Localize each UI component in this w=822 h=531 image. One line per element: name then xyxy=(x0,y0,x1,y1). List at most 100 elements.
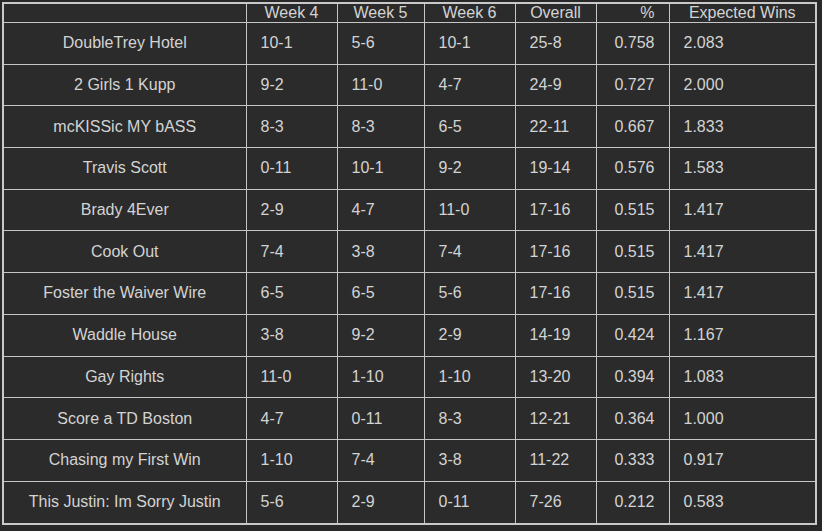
stat-cell-overall: 19-14 xyxy=(515,148,596,190)
stat-cell-overall: 17-16 xyxy=(515,189,596,231)
stat-cell-: 0.758 xyxy=(596,23,669,65)
table-row: DoubleTrey Hotel10-15-610-125-80.7582.08… xyxy=(3,23,816,65)
team-name-cell: Foster the Waiver Wire xyxy=(3,273,246,315)
stat-cell-expected-wins: 1.083 xyxy=(669,356,816,398)
stat-cell-week-5: 10-1 xyxy=(337,148,424,190)
stat-cell-week-4: 3-8 xyxy=(246,314,337,356)
stat-cell-week-4: 9-2 xyxy=(246,64,337,106)
stat-cell-expected-wins: 1.833 xyxy=(669,106,816,148)
table-row: Gay Rights11-01-101-1013-200.3941.083 xyxy=(3,356,816,398)
table-body: DoubleTrey Hotel10-15-610-125-80.7582.08… xyxy=(3,23,816,525)
team-name-cell: Brady 4Ever xyxy=(3,189,246,231)
table-row: Waddle House3-89-22-914-190.4241.167 xyxy=(3,314,816,356)
stat-cell-week-5: 11-0 xyxy=(337,64,424,106)
table-header: Week 4Week 5Week 6Overall%Expected Wins xyxy=(3,3,816,23)
stat-cell-week-5: 3-8 xyxy=(337,231,424,273)
stat-cell-week-6: 6-5 xyxy=(424,106,515,148)
stat-cell-week-5: 0-11 xyxy=(337,398,424,440)
stat-cell-: 0.212 xyxy=(596,481,669,524)
stat-cell-overall: 17-16 xyxy=(515,273,596,315)
stat-cell-week-5: 1-10 xyxy=(337,356,424,398)
table-row: This Justin: Im Sorry Justin5-62-90-117-… xyxy=(3,481,816,524)
stat-cell-week-5: 4-7 xyxy=(337,189,424,231)
stat-cell-week-5: 7-4 xyxy=(337,439,424,481)
stat-cell-: 0.515 xyxy=(596,273,669,315)
team-name-cell: 2 Girls 1 Kupp xyxy=(3,64,246,106)
stat-cell-: 0.333 xyxy=(596,439,669,481)
stat-cell-week-6: 8-3 xyxy=(424,398,515,440)
stat-cell-overall: 11-22 xyxy=(515,439,596,481)
stat-cell-: 0.515 xyxy=(596,231,669,273)
header-row: Week 4Week 5Week 6Overall%Expected Wins xyxy=(3,3,816,23)
stat-cell-overall: 24-9 xyxy=(515,64,596,106)
stat-cell-week-6: 9-2 xyxy=(424,148,515,190)
team-name-cell: This Justin: Im Sorry Justin xyxy=(3,481,246,524)
stat-cell-week-4: 8-3 xyxy=(246,106,337,148)
stat-cell-expected-wins: 1.000 xyxy=(669,398,816,440)
stat-cell-week-6: 1-10 xyxy=(424,356,515,398)
stat-cell-week-4: 5-6 xyxy=(246,481,337,524)
stat-cell-week-5: 9-2 xyxy=(337,314,424,356)
team-name-cell: Cook Out xyxy=(3,231,246,273)
stat-cell-overall: 13-20 xyxy=(515,356,596,398)
team-name-cell: Chasing my First Win xyxy=(3,439,246,481)
stat-cell-: 0.424 xyxy=(596,314,669,356)
team-name-cell: Waddle House xyxy=(3,314,246,356)
stat-cell-week-4: 11-0 xyxy=(246,356,337,398)
stat-cell-week-6: 0-11 xyxy=(424,481,515,524)
header-cell-week-5: Week 5 xyxy=(337,3,424,23)
header-cell-week-4: Week 4 xyxy=(246,3,337,23)
header-cell-expected-wins: Expected Wins xyxy=(669,3,816,23)
stat-cell-expected-wins: 2.083 xyxy=(669,23,816,65)
table-row: 2 Girls 1 Kupp9-211-04-724-90.7272.000 xyxy=(3,64,816,106)
stat-cell-expected-wins: 1.417 xyxy=(669,273,816,315)
stat-cell-overall: 25-8 xyxy=(515,23,596,65)
stat-cell-: 0.727 xyxy=(596,64,669,106)
stat-cell-: 0.576 xyxy=(596,148,669,190)
stat-cell-expected-wins: 0.917 xyxy=(669,439,816,481)
team-name-cell: Gay Rights xyxy=(3,356,246,398)
stat-cell-week-4: 10-1 xyxy=(246,23,337,65)
stat-cell-week-4: 0-11 xyxy=(246,148,337,190)
stat-cell-overall: 17-16 xyxy=(515,231,596,273)
team-name-cell: DoubleTrey Hotel xyxy=(3,23,246,65)
stat-cell-week-5: 8-3 xyxy=(337,106,424,148)
table-row: Chasing my First Win1-107-43-811-220.333… xyxy=(3,439,816,481)
stat-cell-expected-wins: 1.417 xyxy=(669,231,816,273)
stat-cell-expected-wins: 1.167 xyxy=(669,314,816,356)
header-cell-overall: Overall xyxy=(515,3,596,23)
stat-cell-week-6: 11-0 xyxy=(424,189,515,231)
stat-cell-week-5: 2-9 xyxy=(337,481,424,524)
table-row: Cook Out7-43-87-417-160.5151.417 xyxy=(3,231,816,273)
stat-cell-week-5: 5-6 xyxy=(337,23,424,65)
stat-cell-week-6: 10-1 xyxy=(424,23,515,65)
stat-cell-week-6: 7-4 xyxy=(424,231,515,273)
stat-cell-: 0.364 xyxy=(596,398,669,440)
team-name-cell: Travis Scott xyxy=(3,148,246,190)
stat-cell-week-6: 4-7 xyxy=(424,64,515,106)
table-row: Travis Scott0-1110-19-219-140.5761.583 xyxy=(3,148,816,190)
stat-cell-week-6: 2-9 xyxy=(424,314,515,356)
stat-cell-overall: 12-21 xyxy=(515,398,596,440)
stat-cell-overall: 14-19 xyxy=(515,314,596,356)
team-name-cell: mcKISSic MY bASS xyxy=(3,106,246,148)
stat-cell-week-4: 1-10 xyxy=(246,439,337,481)
stat-cell-week-4: 2-9 xyxy=(246,189,337,231)
stat-cell-: 0.515 xyxy=(596,189,669,231)
table-row: Brady 4Ever2-94-711-017-160.5151.417 xyxy=(3,189,816,231)
stat-cell-overall: 22-11 xyxy=(515,106,596,148)
header-cell-team xyxy=(3,3,246,23)
stat-cell-week-5: 6-5 xyxy=(337,273,424,315)
team-name-cell: Score a TD Boston xyxy=(3,398,246,440)
stat-cell-week-6: 5-6 xyxy=(424,273,515,315)
header-cell-week-6: Week 6 xyxy=(424,3,515,23)
stat-cell-week-6: 3-8 xyxy=(424,439,515,481)
stat-cell-: 0.394 xyxy=(596,356,669,398)
stat-cell-expected-wins: 1.583 xyxy=(669,148,816,190)
stat-cell-expected-wins: 1.417 xyxy=(669,189,816,231)
stat-cell-week-4: 7-4 xyxy=(246,231,337,273)
table-row: mcKISSic MY bASS8-38-36-522-110.6671.833 xyxy=(3,106,816,148)
standings-table: Week 4Week 5Week 6Overall%Expected Wins … xyxy=(2,2,817,525)
stat-cell-week-4: 4-7 xyxy=(246,398,337,440)
table-row: Score a TD Boston4-70-118-312-210.3641.0… xyxy=(3,398,816,440)
